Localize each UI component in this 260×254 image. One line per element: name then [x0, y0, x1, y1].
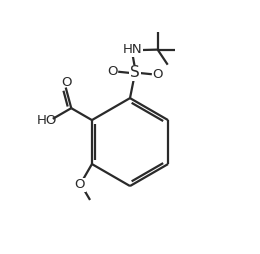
Text: HN: HN	[123, 43, 142, 56]
Text: O: O	[75, 178, 85, 192]
Text: O: O	[107, 65, 118, 78]
Text: O: O	[152, 68, 163, 81]
Text: S: S	[130, 66, 140, 81]
Text: HO: HO	[37, 114, 57, 127]
Text: O: O	[62, 75, 72, 88]
